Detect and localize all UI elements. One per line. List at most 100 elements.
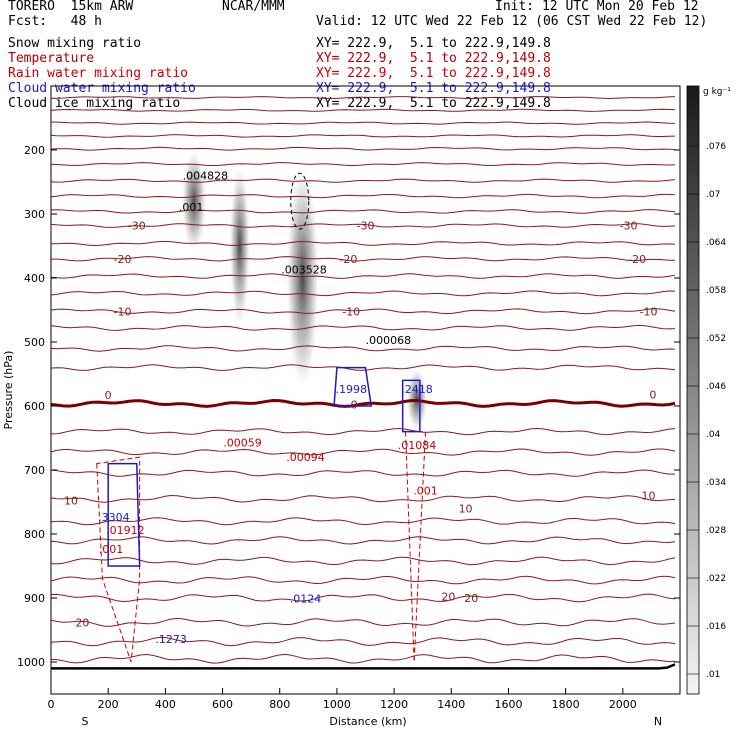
isotherm-line xyxy=(51,223,676,228)
isotherm-line xyxy=(51,273,676,279)
y-axis-title: Pressure (hPa) xyxy=(2,351,15,430)
isotherm-line xyxy=(51,134,676,138)
temperature-label: 10 xyxy=(642,490,656,503)
temperature-label: 0 xyxy=(105,389,112,402)
rain-contour-left xyxy=(96,456,141,663)
field-name-cloud-ice: Cloud ice mixing ratio xyxy=(8,96,181,111)
x-tick-label: 1600 xyxy=(494,698,522,711)
isotherm-line xyxy=(51,193,676,199)
forecast-hour: Fcst: 48 h xyxy=(8,14,102,29)
colorbar-label: .052 xyxy=(706,334,726,344)
isotherm-line xyxy=(51,209,676,214)
maximum-label: .00094 xyxy=(286,451,325,464)
isotherm-line xyxy=(51,256,676,262)
y-tick-label: 700 xyxy=(24,464,45,477)
isotherm-line xyxy=(51,324,676,331)
x-tick-label: 800 xyxy=(269,698,290,711)
maximum-label: .000068 xyxy=(366,334,412,347)
x-tick-label: 0 xyxy=(48,698,55,711)
maximum-label: .001 xyxy=(99,543,124,556)
field-name-snow: Snow mixing ratio xyxy=(8,36,142,51)
maximum-label: .01912 xyxy=(106,524,145,537)
isotherm-line xyxy=(51,308,676,315)
colorbar-label: .028 xyxy=(706,526,726,536)
temperature-label: 10 xyxy=(459,502,473,515)
isotherm-line xyxy=(51,517,676,526)
snow-ice-shading xyxy=(181,151,427,430)
temperature-label: -20 xyxy=(339,253,357,266)
x-tick-label: 1000 xyxy=(323,698,351,711)
isotherm-line xyxy=(51,617,676,627)
isotherm-line xyxy=(51,121,676,125)
y-tick-label: 300 xyxy=(24,208,45,221)
maximum-label: .3304 xyxy=(98,511,130,524)
maximum-label: .1998 xyxy=(335,383,367,396)
temperature-label: 0 xyxy=(351,399,358,412)
temperature-label: -30 xyxy=(357,220,375,233)
mixing-ratio-contours xyxy=(96,172,427,663)
temperature-label: 20 xyxy=(464,592,478,605)
colorbar-label: .034 xyxy=(706,478,726,488)
isotherm-line xyxy=(51,364,676,371)
isotherm-line xyxy=(51,494,676,503)
isotherm-line xyxy=(51,96,676,100)
x-tick-label: 1800 xyxy=(552,698,580,711)
isotherm-line xyxy=(51,240,676,247)
terrain-surface xyxy=(51,663,676,670)
temperature-label: -30 xyxy=(128,220,146,233)
x-tick-label: 200 xyxy=(98,698,119,711)
isotherm-line xyxy=(51,427,676,436)
isotherm-line xyxy=(51,593,676,603)
cloud-water-contour-right xyxy=(401,379,421,433)
isotherm-line xyxy=(51,575,676,585)
maximum-label: .1273 xyxy=(155,633,187,646)
colorbar-label: .07 xyxy=(706,190,720,200)
colorbar-label: .058 xyxy=(706,286,726,296)
field-name-temperature: Temperature xyxy=(8,51,95,66)
isotherm-line xyxy=(51,345,676,352)
colorbar-label: .064 xyxy=(706,238,726,248)
isotherm-line xyxy=(51,162,676,167)
y-tick-label: 900 xyxy=(24,592,45,605)
maximum-label: .001 xyxy=(413,484,438,497)
temperature-contours xyxy=(51,96,676,664)
isotherm-line xyxy=(51,146,676,151)
valid-time: Valid: 12 UTC Wed 22 Feb 12 (06 CST Wed … xyxy=(316,14,708,29)
colorbar-label: .076 xyxy=(706,142,726,152)
colorbar-gradient xyxy=(686,85,700,695)
x-tick-label: 1400 xyxy=(437,698,465,711)
xy-range-temperature: XY= 222.9, 5.1 to 222.9,149.8 xyxy=(316,51,551,66)
xy-range-snow: XY= 222.9, 5.1 to 222.9,149.8 xyxy=(316,36,551,51)
snow-shade-cell xyxy=(229,166,250,326)
isotherm-line xyxy=(51,636,676,647)
colorbar-unit: g kg⁻¹ xyxy=(703,87,731,97)
maxima-labels: .004828 .001 .003528 .000068 .1998 .2418 .0108… xyxy=(98,169,438,645)
isotherm-line xyxy=(51,653,676,664)
colorbar: g kg⁻¹ .076 .07 .064 .058 .052 .046 .04 .034 .02… xyxy=(686,85,731,695)
cloud-water-contour-mid xyxy=(333,366,373,407)
plot-frame xyxy=(50,85,681,695)
field-name-cloud-water: Cloud water mixing ratio xyxy=(8,81,196,96)
temperature-label: -20 xyxy=(628,253,646,266)
x-axis: 0 200 400 600 800 1000 1200 1400 1600 1800 2000 xyxy=(48,688,637,711)
isotherm-line xyxy=(51,536,676,545)
init-time: Init: 12 UTC Mon 20 Feb 12 xyxy=(495,0,699,14)
xy-range-cloud-ice: XY= 222.9, 5.1 to 222.9,149.8 xyxy=(316,96,551,111)
x-tick-label: 600 xyxy=(212,698,233,711)
temperature-label: 20 xyxy=(441,591,455,604)
temperature-label: 0 xyxy=(649,388,656,401)
y-tick-label: 600 xyxy=(24,400,45,413)
south-end-label: S xyxy=(82,715,89,728)
colorbar-label: .016 xyxy=(706,622,726,632)
colorbar-label: .04 xyxy=(706,430,721,440)
x-axis-title: Distance (km) xyxy=(329,715,406,728)
cloud-water-contour-left xyxy=(107,462,141,567)
isotherm-line xyxy=(51,178,676,183)
north-end-label: N xyxy=(654,715,662,728)
temperature-label: -30 xyxy=(620,220,638,233)
isotherm-line xyxy=(51,108,676,112)
maximum-label: .01084 xyxy=(398,439,437,452)
temperature-label: -10 xyxy=(113,305,131,318)
freezing-level-line xyxy=(51,398,676,408)
